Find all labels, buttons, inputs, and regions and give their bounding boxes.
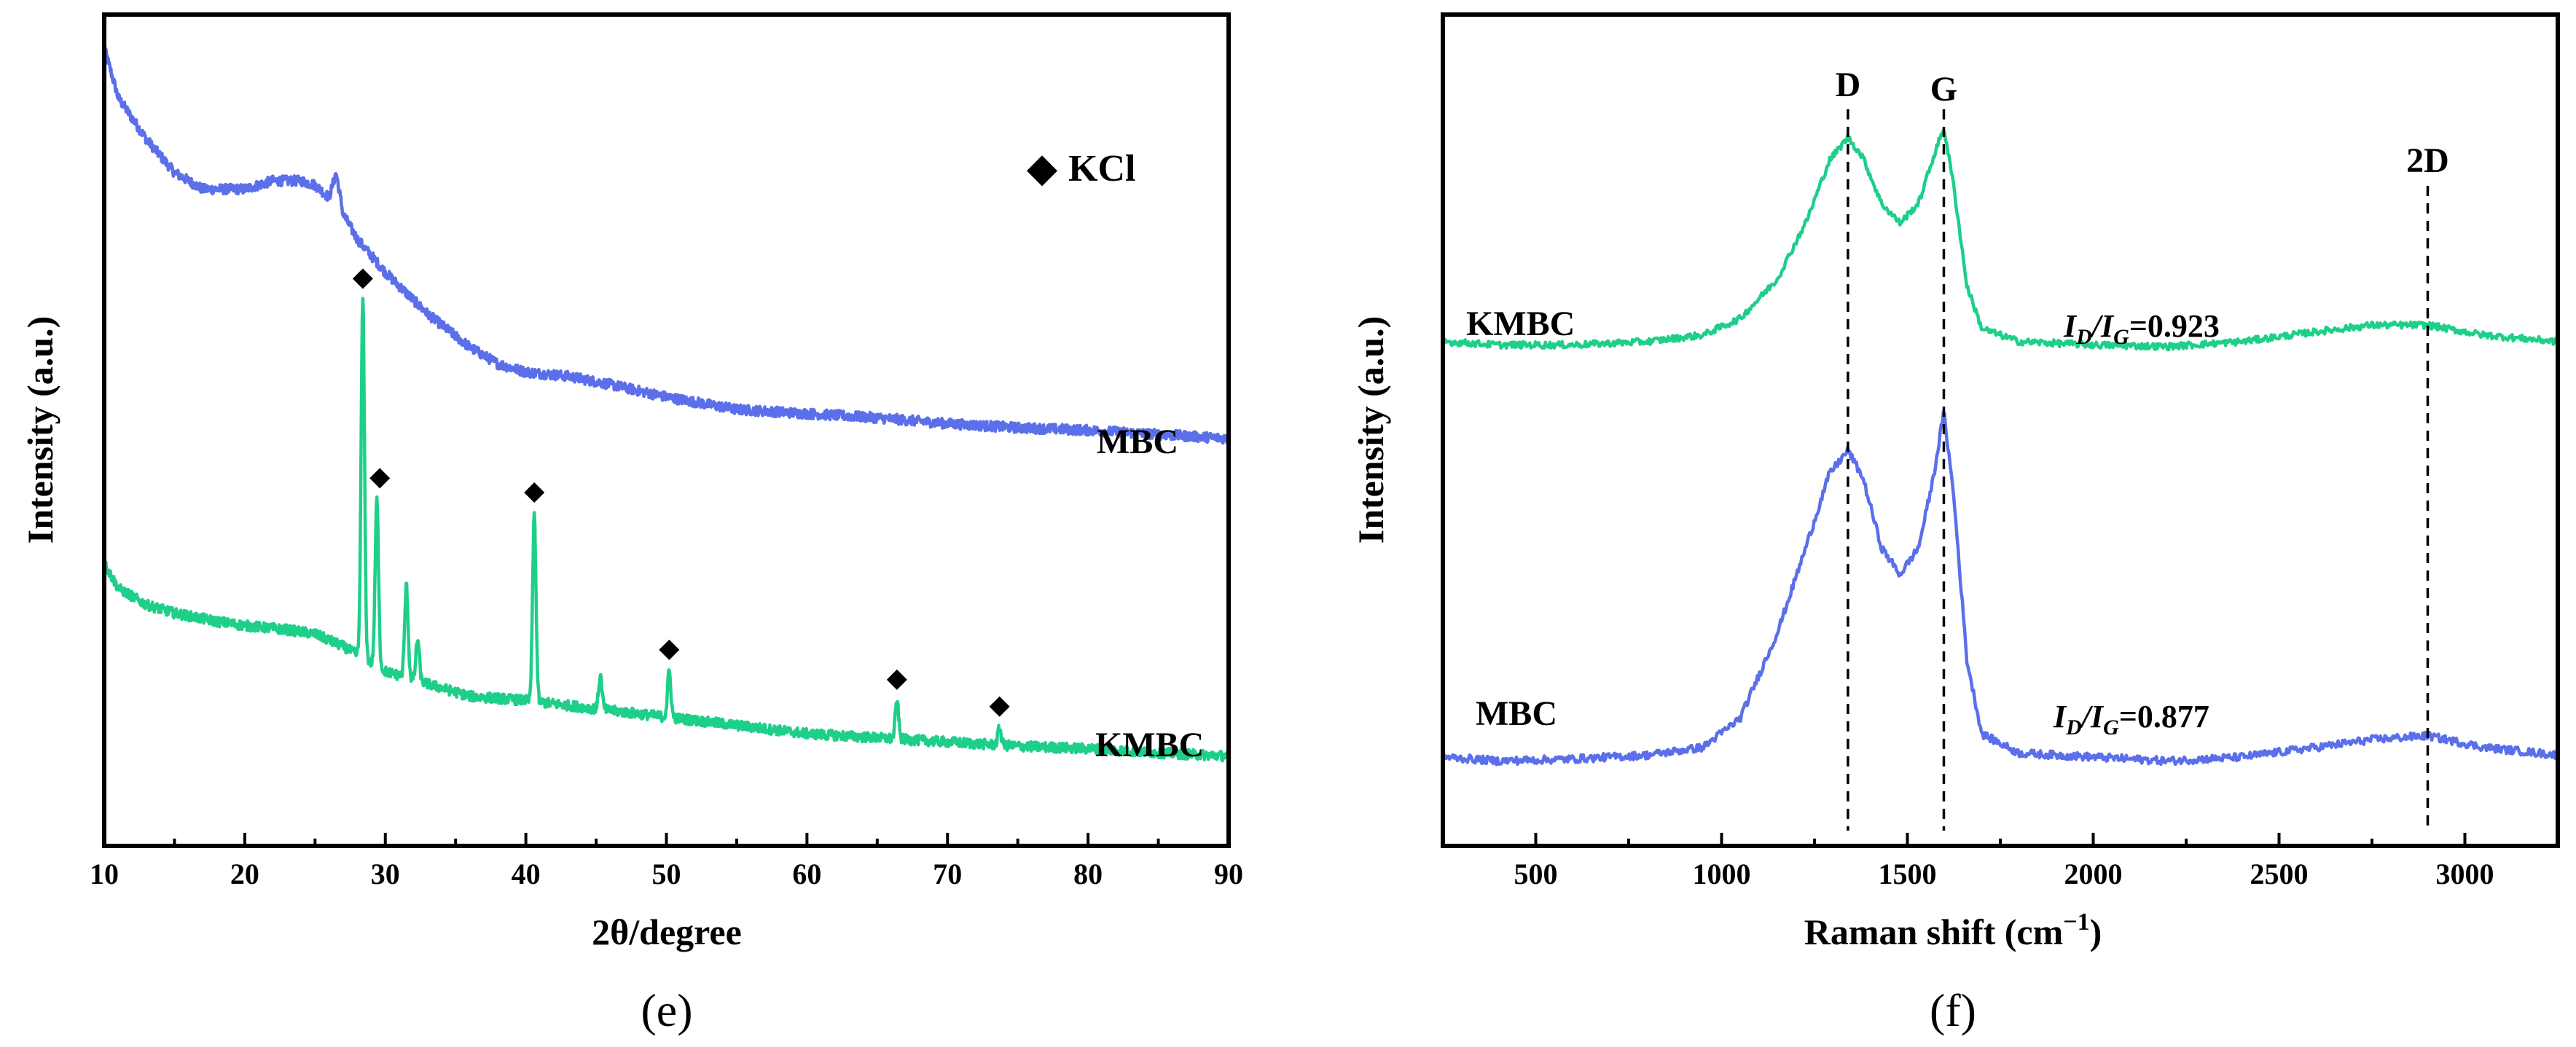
f-band-label-g: G <box>1930 70 1957 109</box>
f-series-mbc <box>1441 409 2560 766</box>
e-label-kmbc: KMBC <box>1095 726 1204 764</box>
e-series-lines <box>102 46 1231 763</box>
e-x-axis-label: 2θ/degree <box>592 911 742 952</box>
e-series-mbc <box>102 46 1231 445</box>
f-x-tick-label: 3000 <box>2436 858 2494 890</box>
e-series-kmbc <box>103 297 1231 763</box>
e-kcl-markers <box>352 268 1010 717</box>
f-plot-frame <box>1441 12 2560 848</box>
e-x-tick-label: 10 <box>90 858 119 890</box>
f-x-axis-label: Raman shift (cm−1) <box>1804 909 2102 952</box>
f-y-axis-label: Intensity (a.u.) <box>1350 316 1391 544</box>
panel-f-raman: 500 1000 1500 2000 2500 3000 D G 2D KMBC MBC … <box>1350 12 2560 1036</box>
f-x-tick-label: 500 <box>1514 858 1558 890</box>
e-kcl-marker <box>352 268 373 289</box>
e-kcl-marker <box>369 468 391 489</box>
f-label-kmbc: KMBC <box>1466 305 1575 343</box>
f-series-lines <box>1441 128 2560 766</box>
e-x-ticks: 10 20 30 40 50 60 70 80 90 <box>90 833 1243 890</box>
e-label-mbc: MBC <box>1097 423 1178 461</box>
e-kcl-marker <box>659 639 680 660</box>
f-x-tick-label: 2500 <box>2250 858 2309 890</box>
e-x-tick-label: 70 <box>933 858 962 890</box>
f-x-ticks: 500 1000 1500 2000 2500 3000 <box>1441 833 2559 890</box>
e-x-tick-label: 30 <box>371 858 400 890</box>
f-band-lines <box>1847 109 2430 831</box>
e-panel-caption: (e) <box>641 984 692 1036</box>
f-series-kmbc <box>1441 128 2560 352</box>
f-panel-caption: (f) <box>1930 984 1976 1036</box>
e-kcl-marker <box>886 669 907 690</box>
f-band-label-2d: 2D <box>2406 141 2449 180</box>
e-x-tick-label: 40 <box>512 858 541 890</box>
e-x-tick-label: 50 <box>652 858 681 890</box>
e-x-tick-label: 20 <box>230 858 259 890</box>
f-ratio-kmbc: ID/IG=0.923 <box>2063 308 2220 349</box>
f-ratio-mbc: ID/IG=0.877 <box>2053 699 2209 740</box>
panel-e-xrd: 10 20 30 40 50 60 70 80 90 ◆ KCl MBC KMBC 2θ/deg… <box>20 12 1243 1036</box>
e-legend-kcl: KCl <box>1068 148 1135 189</box>
e-x-tick-label: 60 <box>792 858 821 890</box>
f-x-tick-label: 1000 <box>1693 858 1751 890</box>
f-x-tick-label: 2000 <box>2064 858 2123 890</box>
f-x-tick-label: 1500 <box>1879 858 1937 890</box>
e-kcl-marker <box>524 482 545 503</box>
e-kcl-marker <box>989 696 1010 717</box>
e-legend-symbol: ◆ <box>1027 148 1057 189</box>
e-x-tick-label: 80 <box>1073 858 1103 890</box>
e-x-tick-label: 90 <box>1214 858 1243 890</box>
e-y-axis-label: Intensity (a.u.) <box>20 316 60 544</box>
f-band-label-d: D <box>1836 66 1861 104</box>
f-label-mbc: MBC <box>1476 694 1557 733</box>
